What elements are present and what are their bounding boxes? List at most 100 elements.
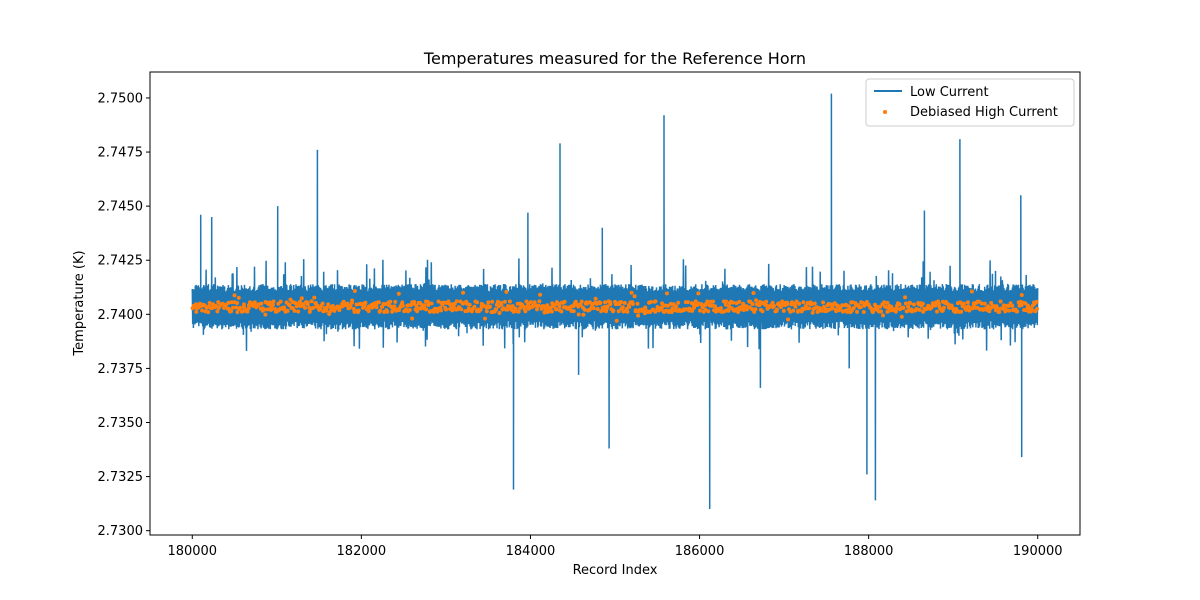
high-current-point <box>935 309 939 314</box>
high-current-point <box>861 310 866 314</box>
plot-frame <box>149 71 1081 536</box>
high-current-point <box>894 306 898 311</box>
high-current-point <box>605 304 610 309</box>
x-tick-label: 180000 <box>167 544 217 559</box>
high-current-point <box>535 307 539 312</box>
high-current-point <box>461 290 466 295</box>
high-current-point <box>899 314 904 319</box>
high-current-point <box>345 301 350 306</box>
high-current-point <box>764 299 769 304</box>
legend: Low Current Debiased High Current <box>865 78 1075 127</box>
high-current-point <box>388 299 393 304</box>
high-current-point <box>374 305 379 310</box>
high-current-point <box>908 301 913 306</box>
high-current-point <box>538 292 543 297</box>
high-current-point <box>412 300 417 304</box>
high-current-point <box>494 307 499 312</box>
high-current-point <box>630 302 635 306</box>
high-current-point <box>444 307 448 312</box>
high-current-point <box>311 305 316 310</box>
high-current-point <box>229 309 234 314</box>
high-current-point <box>488 304 493 309</box>
high-current-point <box>396 291 401 296</box>
y-tick-label: 2.7400 <box>98 308 144 323</box>
high-current-point <box>629 290 634 295</box>
x-tick-label: 190000 <box>1013 544 1063 559</box>
high-current-point <box>781 308 786 313</box>
high-current-point <box>557 304 562 309</box>
high-current-point <box>750 302 755 306</box>
high-current-point <box>774 307 779 312</box>
high-current-point <box>797 301 802 306</box>
high-current-point <box>871 307 876 312</box>
high-current-point <box>724 299 729 304</box>
chart-title: Temperatures measured for the Reference … <box>423 49 806 68</box>
high-current-point <box>497 311 502 315</box>
series-debiased-high-current <box>190 289 1039 323</box>
high-current-point <box>393 299 398 304</box>
high-current-point <box>337 308 342 313</box>
high-current-point <box>593 296 598 301</box>
high-current-point <box>920 301 925 306</box>
high-current-point <box>1007 308 1012 313</box>
high-current-point <box>528 300 533 305</box>
high-current-point <box>879 309 883 314</box>
high-current-point <box>303 305 307 310</box>
high-current-point <box>692 305 696 310</box>
high-current-point <box>442 300 447 305</box>
high-current-point <box>698 308 702 313</box>
high-current-point <box>326 302 331 307</box>
high-current-point <box>706 309 711 314</box>
high-current-point <box>737 299 742 304</box>
high-current-point <box>614 318 619 323</box>
high-current-point <box>591 306 596 311</box>
high-current-point <box>660 301 665 306</box>
high-current-point <box>669 310 674 315</box>
high-current-point <box>982 301 987 306</box>
x-tick-label: 188000 <box>844 544 894 559</box>
high-current-point <box>324 308 329 313</box>
high-current-point <box>917 307 922 312</box>
high-current-point <box>1029 307 1034 312</box>
high-current-point <box>309 299 314 304</box>
legend-label-low-current: Low Current <box>910 85 989 100</box>
high-current-point <box>690 308 695 313</box>
high-current-point <box>296 309 301 314</box>
high-current-point <box>495 299 500 304</box>
high-current-point <box>543 307 548 311</box>
high-current-point <box>293 301 298 306</box>
high-current-point <box>490 299 495 304</box>
high-current-point <box>410 316 415 321</box>
high-current-point <box>940 308 945 313</box>
high-current-point <box>426 300 430 304</box>
high-current-point <box>772 303 776 308</box>
high-current-point <box>499 302 504 307</box>
high-current-point <box>378 308 383 313</box>
high-current-point <box>475 300 479 305</box>
high-current-point <box>400 300 405 305</box>
high-current-point <box>819 308 824 313</box>
high-current-point <box>741 301 746 306</box>
high-current-point <box>622 300 627 305</box>
high-current-point <box>207 301 212 305</box>
high-current-point <box>770 300 775 305</box>
high-current-point <box>262 307 267 312</box>
high-current-point <box>941 305 946 310</box>
high-current-point <box>794 299 799 304</box>
high-current-point <box>885 309 890 314</box>
low-current-line <box>191 93 1039 510</box>
high-current-point <box>812 301 817 306</box>
high-current-point <box>278 299 283 304</box>
high-current-point <box>215 309 220 314</box>
high-current-point <box>693 299 698 304</box>
high-current-point <box>858 305 863 310</box>
high-current-point <box>248 300 252 305</box>
high-current-point <box>616 309 621 314</box>
high-current-point <box>611 308 616 313</box>
high-current-point <box>238 305 243 310</box>
x-tick-label: 184000 <box>506 544 556 559</box>
high-current-point <box>830 305 835 310</box>
high-current-point <box>989 301 994 305</box>
high-current-point <box>851 306 856 310</box>
high-current-point <box>559 309 564 314</box>
